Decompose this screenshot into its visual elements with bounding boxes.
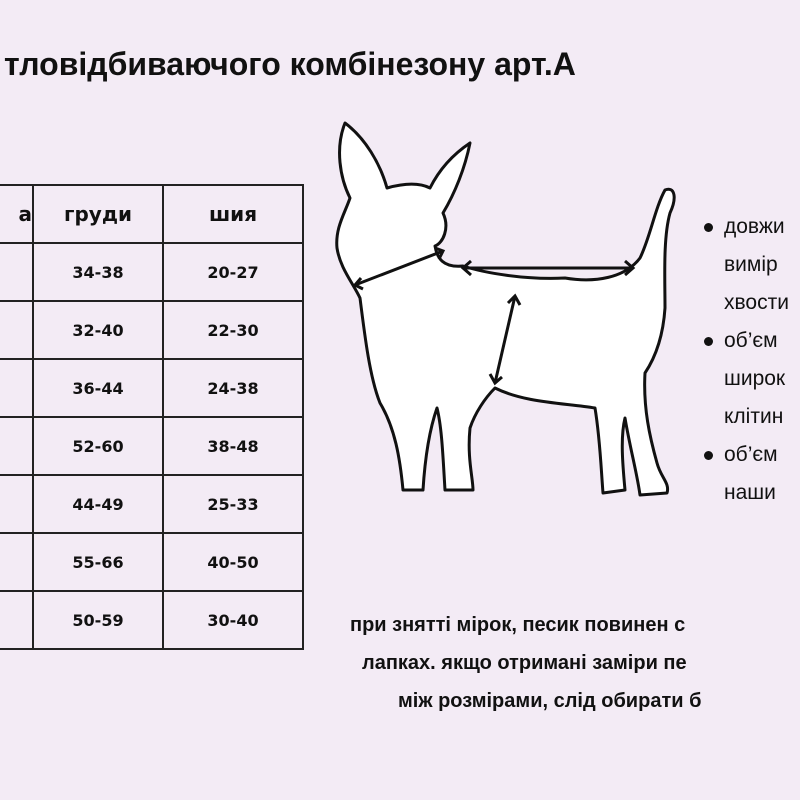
bullet-dot-icon <box>704 223 713 232</box>
dog-silhouette <box>335 121 676 497</box>
header-size: а <box>0 184 34 244</box>
cell-chest: 36-44 <box>32 358 164 418</box>
bullet-line: хвости <box>724 291 789 314</box>
cell-chest: 52-60 <box>32 416 164 476</box>
cell-chest: 50-59 <box>32 590 164 650</box>
page-title: тловідбиваючого комбінезону арт.А <box>4 46 576 82</box>
cell-chest: 32-40 <box>32 300 164 360</box>
bullet-line: вимір <box>724 253 778 276</box>
table-row: 36-44 24-38 <box>0 358 304 418</box>
bullet-neck: об’єм наши <box>702 436 798 512</box>
bullet-line: об’єм <box>724 329 778 352</box>
cell-neck: 40-50 <box>162 532 304 592</box>
cell-chest: 55-66 <box>32 532 164 592</box>
size-table: а груди шия 34-38 20-27 32-40 22-30 36-44 2… <box>0 184 304 650</box>
table-row: 32-40 22-30 <box>0 300 304 360</box>
table-row: 50-59 30-40 <box>0 590 304 650</box>
bullet-dot-icon <box>704 451 713 460</box>
neck-arrow-icon <box>352 246 446 291</box>
chest-arrow-icon <box>488 293 522 386</box>
bullet-line: клітин <box>724 405 784 428</box>
cell-chest: 44-49 <box>32 474 164 534</box>
bullet-dot-icon <box>704 337 713 346</box>
note-line: при знятті мірок, песик повинен с <box>350 614 686 636</box>
cell-size <box>0 590 34 650</box>
dog-illustration <box>335 121 676 497</box>
cell-chest: 34-38 <box>32 242 164 302</box>
table-row: 55-66 40-50 <box>0 532 304 592</box>
measurement-note: при знятті мірок, песик повинен с лапках… <box>350 606 796 720</box>
header-chest: груди <box>32 184 164 244</box>
bullet-line: широк <box>724 367 786 390</box>
measurement-bullets: довжи вимір хвости об’єм широк клітин об… <box>702 208 798 512</box>
cell-size <box>0 532 34 592</box>
cell-neck: 22-30 <box>162 300 304 360</box>
table-row: 52-60 38-48 <box>0 416 304 476</box>
cell-neck: 30-40 <box>162 590 304 650</box>
cell-neck: 20-27 <box>162 242 304 302</box>
bullet-line: довжи <box>724 215 785 238</box>
bullet-line: наши <box>724 481 776 504</box>
cell-size <box>0 474 34 534</box>
header-neck: шия <box>162 184 304 244</box>
bullet-back-length: довжи вимір хвости <box>702 208 798 322</box>
table-header-row: а груди шия <box>0 184 304 244</box>
cell-size <box>0 300 34 360</box>
cell-neck: 24-38 <box>162 358 304 418</box>
bullet-chest: об’єм широк клітин <box>702 322 798 436</box>
table-row: 34-38 20-27 <box>0 242 304 302</box>
cell-neck: 38-48 <box>162 416 304 476</box>
cell-size <box>0 242 34 302</box>
note-line: між розмірами, слід обирати б <box>398 690 702 712</box>
note-line: лапках. якщо отримані заміри пе <box>362 652 687 674</box>
cell-size <box>0 358 34 418</box>
bullet-line: об’єм <box>724 443 778 466</box>
back-length-arrow-icon <box>460 259 636 277</box>
table-row: 44-49 25-33 <box>0 474 304 534</box>
cell-neck: 25-33 <box>162 474 304 534</box>
cell-size <box>0 416 34 476</box>
